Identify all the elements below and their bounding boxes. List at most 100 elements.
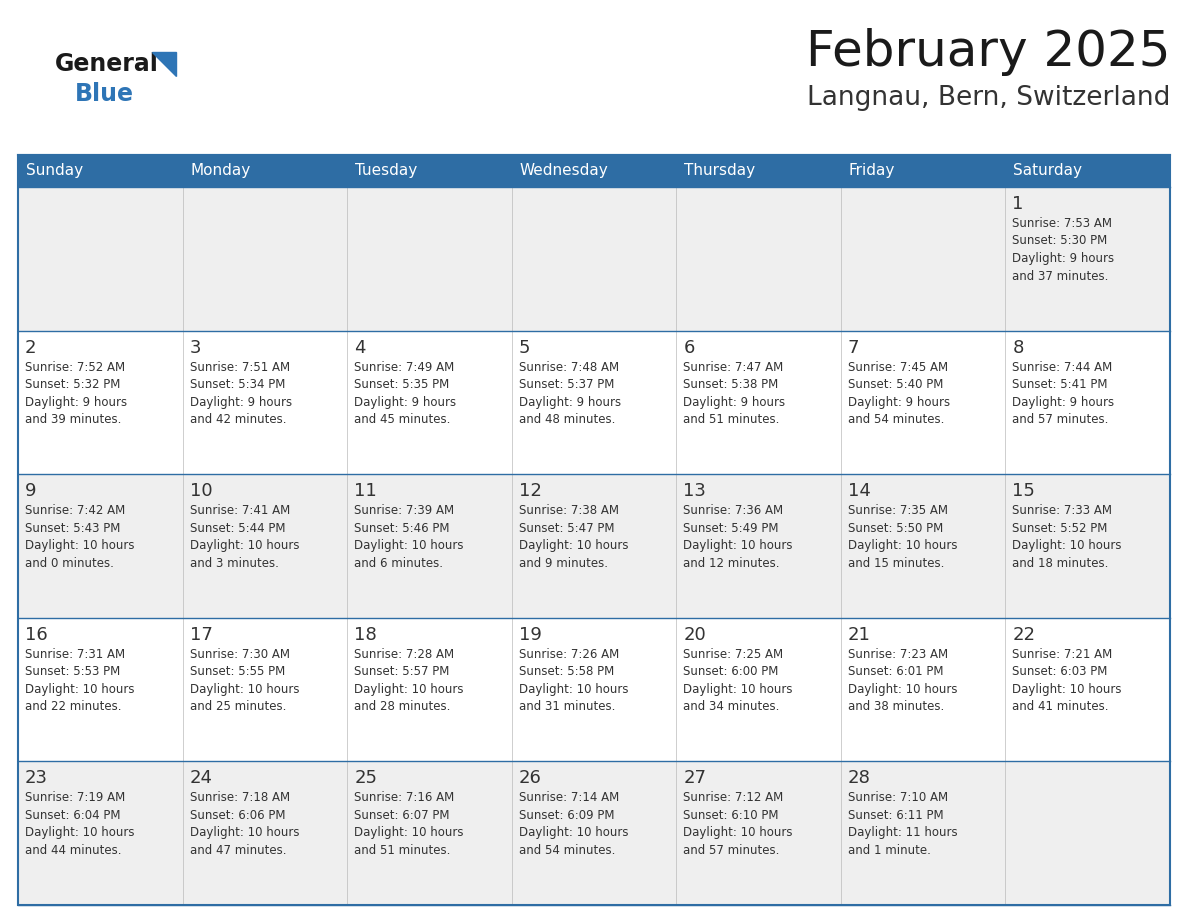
Text: Sunrise: 7:44 AM
Sunset: 5:41 PM
Daylight: 9 hours
and 57 minutes.: Sunrise: 7:44 AM Sunset: 5:41 PM Dayligh… xyxy=(1012,361,1114,426)
Bar xyxy=(512,155,676,187)
Bar xyxy=(1005,155,1170,187)
Bar xyxy=(676,618,841,761)
Bar xyxy=(676,187,841,330)
Bar xyxy=(1005,618,1170,761)
Bar xyxy=(1005,475,1170,618)
Text: Sunday: Sunday xyxy=(26,163,83,178)
Text: Sunrise: 7:25 AM
Sunset: 6:00 PM
Daylight: 10 hours
and 34 minutes.: Sunrise: 7:25 AM Sunset: 6:00 PM Dayligh… xyxy=(683,648,792,713)
Text: 6: 6 xyxy=(683,339,695,356)
Text: Sunrise: 7:51 AM
Sunset: 5:34 PM
Daylight: 9 hours
and 42 minutes.: Sunrise: 7:51 AM Sunset: 5:34 PM Dayligh… xyxy=(190,361,292,426)
Text: Sunrise: 7:31 AM
Sunset: 5:53 PM
Daylight: 10 hours
and 22 minutes.: Sunrise: 7:31 AM Sunset: 5:53 PM Dayligh… xyxy=(25,648,134,713)
Bar xyxy=(18,187,183,330)
Text: Friday: Friday xyxy=(849,163,896,178)
Text: Sunrise: 7:10 AM
Sunset: 6:11 PM
Daylight: 11 hours
and 1 minute.: Sunrise: 7:10 AM Sunset: 6:11 PM Dayligh… xyxy=(848,791,958,856)
Bar xyxy=(841,330,1005,475)
Polygon shape xyxy=(152,52,176,76)
Bar xyxy=(1005,187,1170,330)
Text: 4: 4 xyxy=(354,339,366,356)
Text: Monday: Monday xyxy=(190,163,251,178)
Text: 16: 16 xyxy=(25,626,48,644)
Text: Sunrise: 7:19 AM
Sunset: 6:04 PM
Daylight: 10 hours
and 44 minutes.: Sunrise: 7:19 AM Sunset: 6:04 PM Dayligh… xyxy=(25,791,134,856)
Text: 13: 13 xyxy=(683,482,706,500)
Text: 21: 21 xyxy=(848,626,871,644)
Bar xyxy=(183,330,347,475)
Bar xyxy=(18,155,183,187)
Bar xyxy=(512,187,676,330)
Bar xyxy=(841,475,1005,618)
Bar xyxy=(183,475,347,618)
Text: Wednesday: Wednesday xyxy=(519,163,608,178)
Bar xyxy=(347,618,512,761)
Text: Sunrise: 7:16 AM
Sunset: 6:07 PM
Daylight: 10 hours
and 51 minutes.: Sunrise: 7:16 AM Sunset: 6:07 PM Dayligh… xyxy=(354,791,463,856)
Text: 12: 12 xyxy=(519,482,542,500)
Bar xyxy=(183,155,347,187)
Text: Sunrise: 7:12 AM
Sunset: 6:10 PM
Daylight: 10 hours
and 57 minutes.: Sunrise: 7:12 AM Sunset: 6:10 PM Dayligh… xyxy=(683,791,792,856)
Bar xyxy=(676,475,841,618)
Bar xyxy=(676,761,841,905)
Text: 7: 7 xyxy=(848,339,859,356)
Text: 11: 11 xyxy=(354,482,377,500)
Text: General: General xyxy=(55,52,159,76)
Text: 1: 1 xyxy=(1012,195,1024,213)
Bar xyxy=(18,761,183,905)
Bar xyxy=(18,155,1170,905)
Text: Sunrise: 7:33 AM
Sunset: 5:52 PM
Daylight: 10 hours
and 18 minutes.: Sunrise: 7:33 AM Sunset: 5:52 PM Dayligh… xyxy=(1012,504,1121,570)
Text: Sunrise: 7:53 AM
Sunset: 5:30 PM
Daylight: 9 hours
and 37 minutes.: Sunrise: 7:53 AM Sunset: 5:30 PM Dayligh… xyxy=(1012,217,1114,283)
Bar xyxy=(841,187,1005,330)
Text: Sunrise: 7:39 AM
Sunset: 5:46 PM
Daylight: 10 hours
and 6 minutes.: Sunrise: 7:39 AM Sunset: 5:46 PM Dayligh… xyxy=(354,504,463,570)
Text: 18: 18 xyxy=(354,626,377,644)
Text: Sunrise: 7:30 AM
Sunset: 5:55 PM
Daylight: 10 hours
and 25 minutes.: Sunrise: 7:30 AM Sunset: 5:55 PM Dayligh… xyxy=(190,648,299,713)
Text: February 2025: February 2025 xyxy=(805,28,1170,76)
Text: 25: 25 xyxy=(354,769,377,788)
Text: Sunrise: 7:45 AM
Sunset: 5:40 PM
Daylight: 9 hours
and 54 minutes.: Sunrise: 7:45 AM Sunset: 5:40 PM Dayligh… xyxy=(848,361,950,426)
Text: Thursday: Thursday xyxy=(684,163,756,178)
Text: 3: 3 xyxy=(190,339,201,356)
Text: 22: 22 xyxy=(1012,626,1036,644)
Text: Sunrise: 7:38 AM
Sunset: 5:47 PM
Daylight: 10 hours
and 9 minutes.: Sunrise: 7:38 AM Sunset: 5:47 PM Dayligh… xyxy=(519,504,628,570)
Text: Sunrise: 7:49 AM
Sunset: 5:35 PM
Daylight: 9 hours
and 45 minutes.: Sunrise: 7:49 AM Sunset: 5:35 PM Dayligh… xyxy=(354,361,456,426)
Text: 5: 5 xyxy=(519,339,530,356)
Bar xyxy=(347,761,512,905)
Text: 26: 26 xyxy=(519,769,542,788)
Text: 10: 10 xyxy=(190,482,213,500)
Bar xyxy=(18,475,183,618)
Bar xyxy=(676,330,841,475)
Text: 24: 24 xyxy=(190,769,213,788)
Text: Sunrise: 7:18 AM
Sunset: 6:06 PM
Daylight: 10 hours
and 47 minutes.: Sunrise: 7:18 AM Sunset: 6:06 PM Dayligh… xyxy=(190,791,299,856)
Text: 28: 28 xyxy=(848,769,871,788)
Text: 15: 15 xyxy=(1012,482,1035,500)
Bar xyxy=(18,330,183,475)
Text: 20: 20 xyxy=(683,626,706,644)
Text: 23: 23 xyxy=(25,769,48,788)
Text: Sunrise: 7:47 AM
Sunset: 5:38 PM
Daylight: 9 hours
and 51 minutes.: Sunrise: 7:47 AM Sunset: 5:38 PM Dayligh… xyxy=(683,361,785,426)
Bar xyxy=(18,618,183,761)
Text: Sunrise: 7:26 AM
Sunset: 5:58 PM
Daylight: 10 hours
and 31 minutes.: Sunrise: 7:26 AM Sunset: 5:58 PM Dayligh… xyxy=(519,648,628,713)
Bar xyxy=(183,761,347,905)
Text: Sunrise: 7:52 AM
Sunset: 5:32 PM
Daylight: 9 hours
and 39 minutes.: Sunrise: 7:52 AM Sunset: 5:32 PM Dayligh… xyxy=(25,361,127,426)
Text: Sunrise: 7:48 AM
Sunset: 5:37 PM
Daylight: 9 hours
and 48 minutes.: Sunrise: 7:48 AM Sunset: 5:37 PM Dayligh… xyxy=(519,361,621,426)
Bar xyxy=(841,761,1005,905)
Text: Sunrise: 7:36 AM
Sunset: 5:49 PM
Daylight: 10 hours
and 12 minutes.: Sunrise: 7:36 AM Sunset: 5:49 PM Dayligh… xyxy=(683,504,792,570)
Bar xyxy=(512,761,676,905)
Text: Saturday: Saturday xyxy=(1013,163,1082,178)
Text: Sunrise: 7:41 AM
Sunset: 5:44 PM
Daylight: 10 hours
and 3 minutes.: Sunrise: 7:41 AM Sunset: 5:44 PM Dayligh… xyxy=(190,504,299,570)
Text: Sunrise: 7:21 AM
Sunset: 6:03 PM
Daylight: 10 hours
and 41 minutes.: Sunrise: 7:21 AM Sunset: 6:03 PM Dayligh… xyxy=(1012,648,1121,713)
Text: Tuesday: Tuesday xyxy=(355,163,417,178)
Bar xyxy=(347,187,512,330)
Bar xyxy=(1005,761,1170,905)
Bar xyxy=(347,475,512,618)
Text: Sunrise: 7:42 AM
Sunset: 5:43 PM
Daylight: 10 hours
and 0 minutes.: Sunrise: 7:42 AM Sunset: 5:43 PM Dayligh… xyxy=(25,504,134,570)
Text: 27: 27 xyxy=(683,769,707,788)
Bar xyxy=(347,330,512,475)
Text: Langnau, Bern, Switzerland: Langnau, Bern, Switzerland xyxy=(807,85,1170,111)
Text: 17: 17 xyxy=(190,626,213,644)
Text: Sunrise: 7:35 AM
Sunset: 5:50 PM
Daylight: 10 hours
and 15 minutes.: Sunrise: 7:35 AM Sunset: 5:50 PM Dayligh… xyxy=(848,504,958,570)
Bar xyxy=(347,155,512,187)
Bar xyxy=(512,475,676,618)
Text: Sunrise: 7:14 AM
Sunset: 6:09 PM
Daylight: 10 hours
and 54 minutes.: Sunrise: 7:14 AM Sunset: 6:09 PM Dayligh… xyxy=(519,791,628,856)
Bar xyxy=(183,187,347,330)
Text: 19: 19 xyxy=(519,626,542,644)
Text: 9: 9 xyxy=(25,482,37,500)
Bar xyxy=(1005,330,1170,475)
Text: 8: 8 xyxy=(1012,339,1024,356)
